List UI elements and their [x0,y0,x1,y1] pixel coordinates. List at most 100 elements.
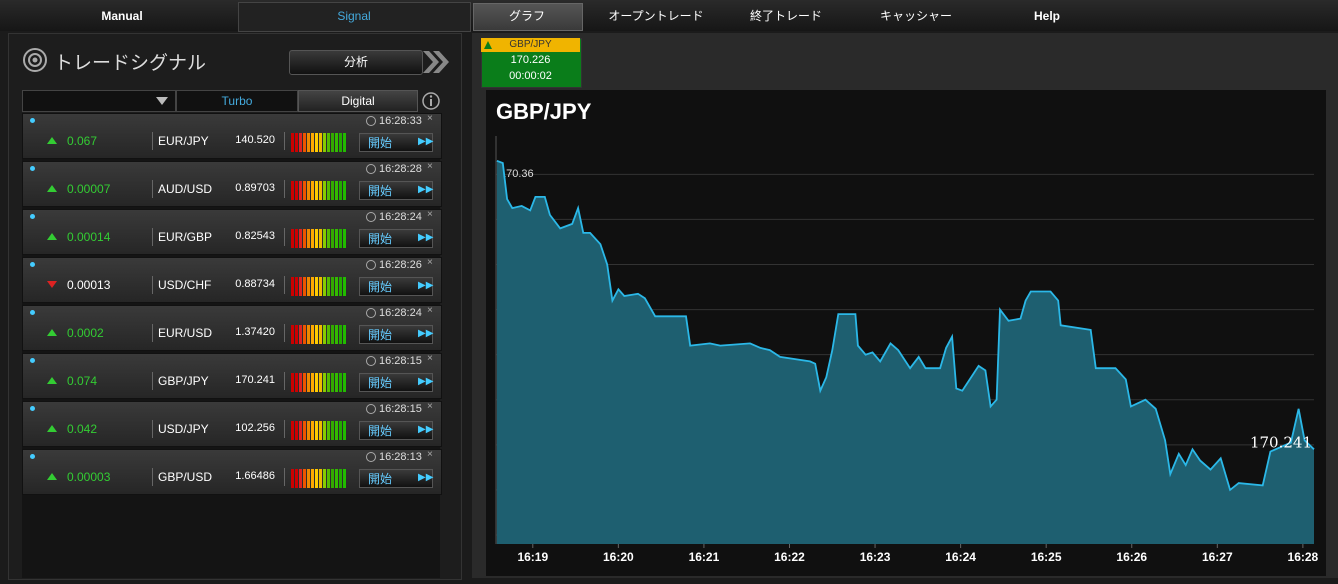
time: 16:28:24 [379,307,422,319]
close[interactable]: × [427,353,433,364]
start-button[interactable]: 開始 [359,181,433,200]
status-dot [30,214,35,219]
col-sep [152,180,153,198]
trend-arrow [47,473,57,480]
close[interactable]: × [427,161,433,172]
strength-bar [295,373,298,392]
price: 0.89703 [235,182,275,194]
ticker-timer: 00:00:02 [509,70,552,82]
strength-bar [311,229,314,248]
start-button[interactable]: 開始 [359,325,433,344]
start-button[interactable]: 開始 [359,229,433,248]
close[interactable]: × [427,401,433,412]
strength-bar [319,325,322,344]
play-icon: ▶▶ [418,184,434,195]
strength-bar [291,469,294,488]
strength-bar [295,229,298,248]
strength-bar [327,469,330,488]
strength-bar [307,277,310,296]
strength-bar [315,133,318,152]
strength-bar [307,133,310,152]
price: 0.88734 [235,278,275,290]
change: 0.00013 [67,278,111,292]
strength-bar [295,277,298,296]
strength-bar [319,373,322,392]
play-icon: ▶▶ [418,328,434,339]
strength-bar [335,229,338,248]
x-tick-label: 16:27 [1202,550,1233,564]
pair: EUR/USD [158,326,213,340]
play-icon: ▶▶ [418,472,434,483]
nav-tab[interactable]: グラフ [508,9,545,23]
chart-title: GBP/JPY [496,99,592,124]
y-tick-label: 170.36 [500,168,534,180]
close[interactable]: × [427,113,433,124]
nav-tab[interactable]: Help [1033,9,1060,23]
strength-bar [339,277,342,296]
col-sep [284,468,285,486]
strength-bar [291,421,294,440]
start-button[interactable]: 開始 [359,277,433,296]
close[interactable]: × [427,305,433,316]
start-button[interactable]: 開始 [359,469,433,488]
analyze-button[interactable]: 分析 [289,50,423,75]
change: 0.00014 [67,230,111,244]
digital-tab[interactable]: Digital [298,90,418,112]
start-button[interactable]: 開始 [359,373,433,392]
strength-bar [303,181,306,200]
nav-tab[interactable]: Manual [101,9,143,23]
strength-bar [315,469,318,488]
change: 0.00003 [67,470,111,484]
info-icon[interactable] [421,91,441,111]
strength-bar [339,421,342,440]
strength-bar [343,277,346,296]
strength-bar [295,181,298,200]
strength-bar [291,373,294,392]
pair: USD/CHF [158,278,212,292]
nav-tab[interactable]: オープントレード [608,9,704,23]
change: 0.0002 [67,326,104,340]
strength-bar [327,133,330,152]
strength-bar [331,325,334,344]
start-button[interactable]: 開始 [359,133,433,152]
strength-bar [331,181,334,200]
start-button[interactable]: 開始 [359,421,433,440]
col-sep [284,420,285,438]
strength-bar [323,133,326,152]
strength-bar [331,421,334,440]
strength-bar [323,421,326,440]
strength-bar [295,133,298,152]
trend-arrow [47,377,57,384]
nav-tab[interactable]: 終了トレード [749,9,822,23]
strength-bar [339,469,342,488]
col-sep [284,324,285,342]
strength-bar [339,181,342,200]
trend-arrow [47,281,57,288]
x-tick-label: 16:21 [689,550,720,564]
play-icon: ▶▶ [418,376,434,387]
close[interactable]: × [427,257,433,268]
chevrons [423,51,449,73]
strength-bar [303,133,306,152]
status-dot [30,406,35,411]
strength-bar [323,325,326,344]
strength-bar [335,181,338,200]
strength-bar [335,373,338,392]
nav-tab[interactable]: キャッシャー [879,9,952,23]
strength-bar [311,421,314,440]
filter-dropdown[interactable] [22,90,176,112]
strength-bar [303,421,306,440]
strength-bar [307,373,310,392]
strength-bar [315,325,318,344]
nav-tab[interactable]: Signal [337,9,371,23]
strength-bar [291,133,294,152]
strength-bar [295,469,298,488]
strength-bar [307,325,310,344]
close[interactable]: × [427,449,433,460]
col-sep [152,420,153,438]
strength-bar [319,277,322,296]
close[interactable]: × [427,209,433,220]
change: 0.042 [67,422,98,436]
turbo-tab[interactable]: Turbo [176,90,298,112]
strength-bar [343,421,346,440]
